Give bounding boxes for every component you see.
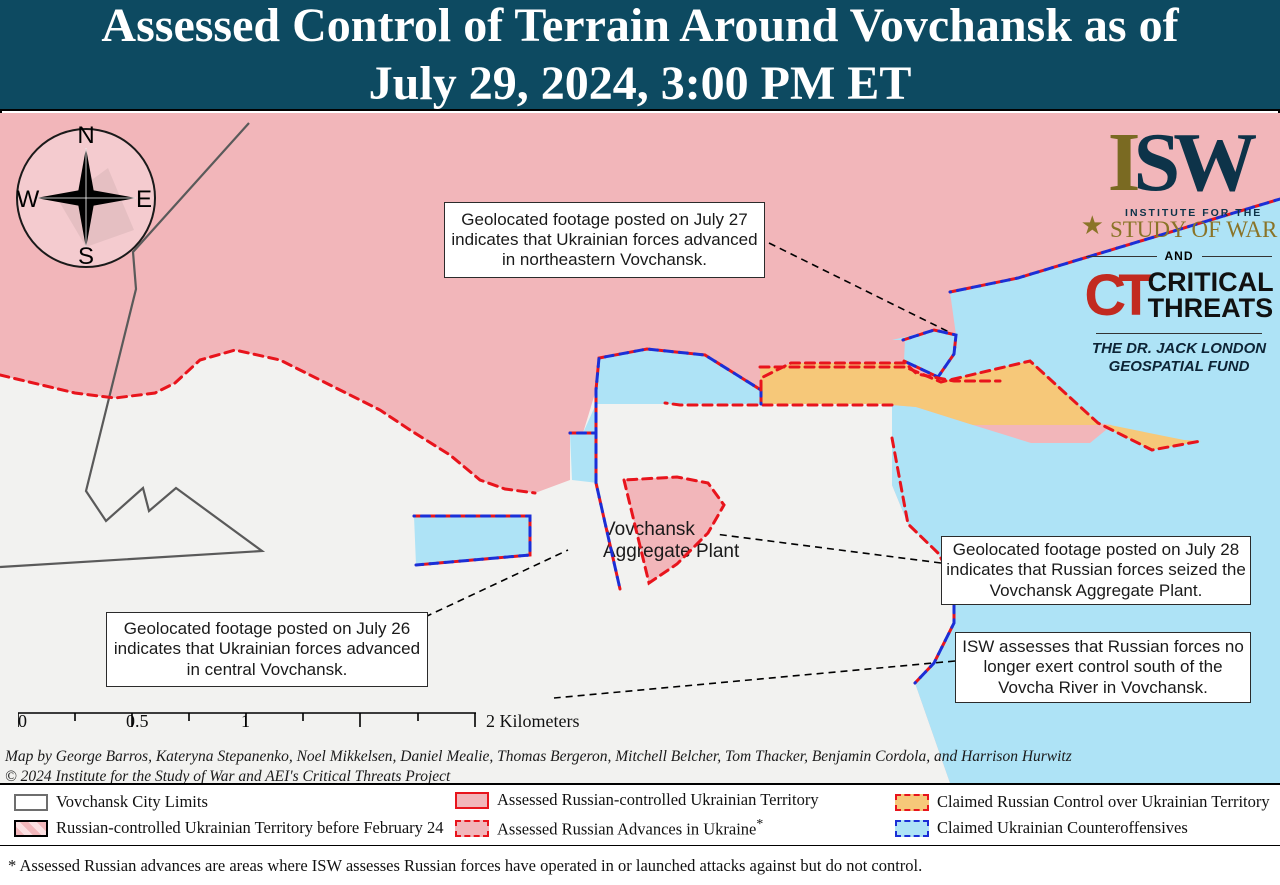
svg-text:Aggregate Plant: Aggregate Plant: [603, 541, 740, 562]
svg-text:S: S: [78, 243, 94, 270]
svg-text:Vovchansk: Vovchansk: [603, 519, 695, 540]
svg-text:W: W: [17, 186, 40, 213]
svg-text:E: E: [136, 186, 152, 213]
svg-text:N: N: [77, 122, 94, 149]
